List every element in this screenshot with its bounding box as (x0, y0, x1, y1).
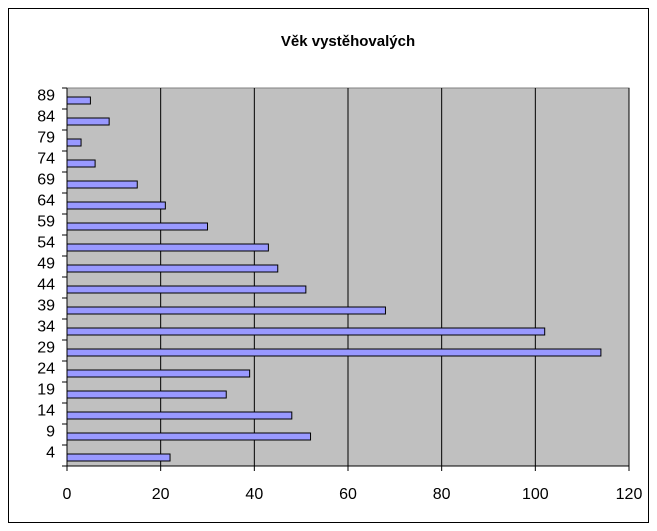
y-tick-label: 54 (37, 235, 55, 252)
bar (66, 117, 110, 126)
x-tick-label: 40 (245, 486, 263, 503)
y-tick-label: 24 (37, 361, 55, 378)
y-tick-label: 34 (37, 319, 55, 336)
bar (66, 390, 227, 399)
y-tick-label: 29 (37, 340, 55, 357)
bar (66, 327, 546, 336)
x-tick-label: 120 (616, 486, 643, 503)
bar (66, 432, 312, 441)
bar (66, 453, 171, 462)
bar (66, 369, 251, 378)
y-tick-label: 49 (37, 256, 55, 273)
y-tick-label: 89 (37, 88, 55, 105)
x-tick-label: 60 (339, 486, 357, 503)
y-tick-label: 4 (46, 445, 55, 462)
bar (66, 222, 208, 231)
bar (66, 285, 307, 294)
x-tick-label: 80 (433, 486, 451, 503)
bar (66, 243, 269, 252)
bar (66, 159, 96, 168)
bar (66, 264, 279, 273)
y-tick-label: 14 (37, 403, 55, 420)
bar (66, 138, 82, 147)
x-tick-label: 100 (522, 486, 549, 503)
bar (66, 201, 166, 210)
bar (66, 180, 138, 189)
y-tick-label: 64 (37, 193, 55, 210)
x-tick-label: 20 (152, 486, 170, 503)
y-tick-label: 59 (37, 214, 55, 231)
y-tick-label: 74 (37, 151, 55, 168)
y-tick-label: 84 (37, 109, 55, 126)
bar (66, 96, 91, 105)
y-tick-label: 9 (46, 424, 55, 441)
y-tick-label: 69 (37, 172, 55, 189)
x-tick-label: 0 (63, 486, 72, 503)
y-tick-label: 79 (37, 130, 55, 147)
y-tick-label: 44 (37, 277, 55, 294)
bar (66, 306, 386, 315)
chart-title: Věk vystěhovalých (281, 33, 415, 50)
bar (66, 411, 293, 420)
y-tick-label: 19 (37, 382, 55, 399)
y-tick-label: 39 (37, 298, 55, 315)
bar (66, 348, 602, 357)
